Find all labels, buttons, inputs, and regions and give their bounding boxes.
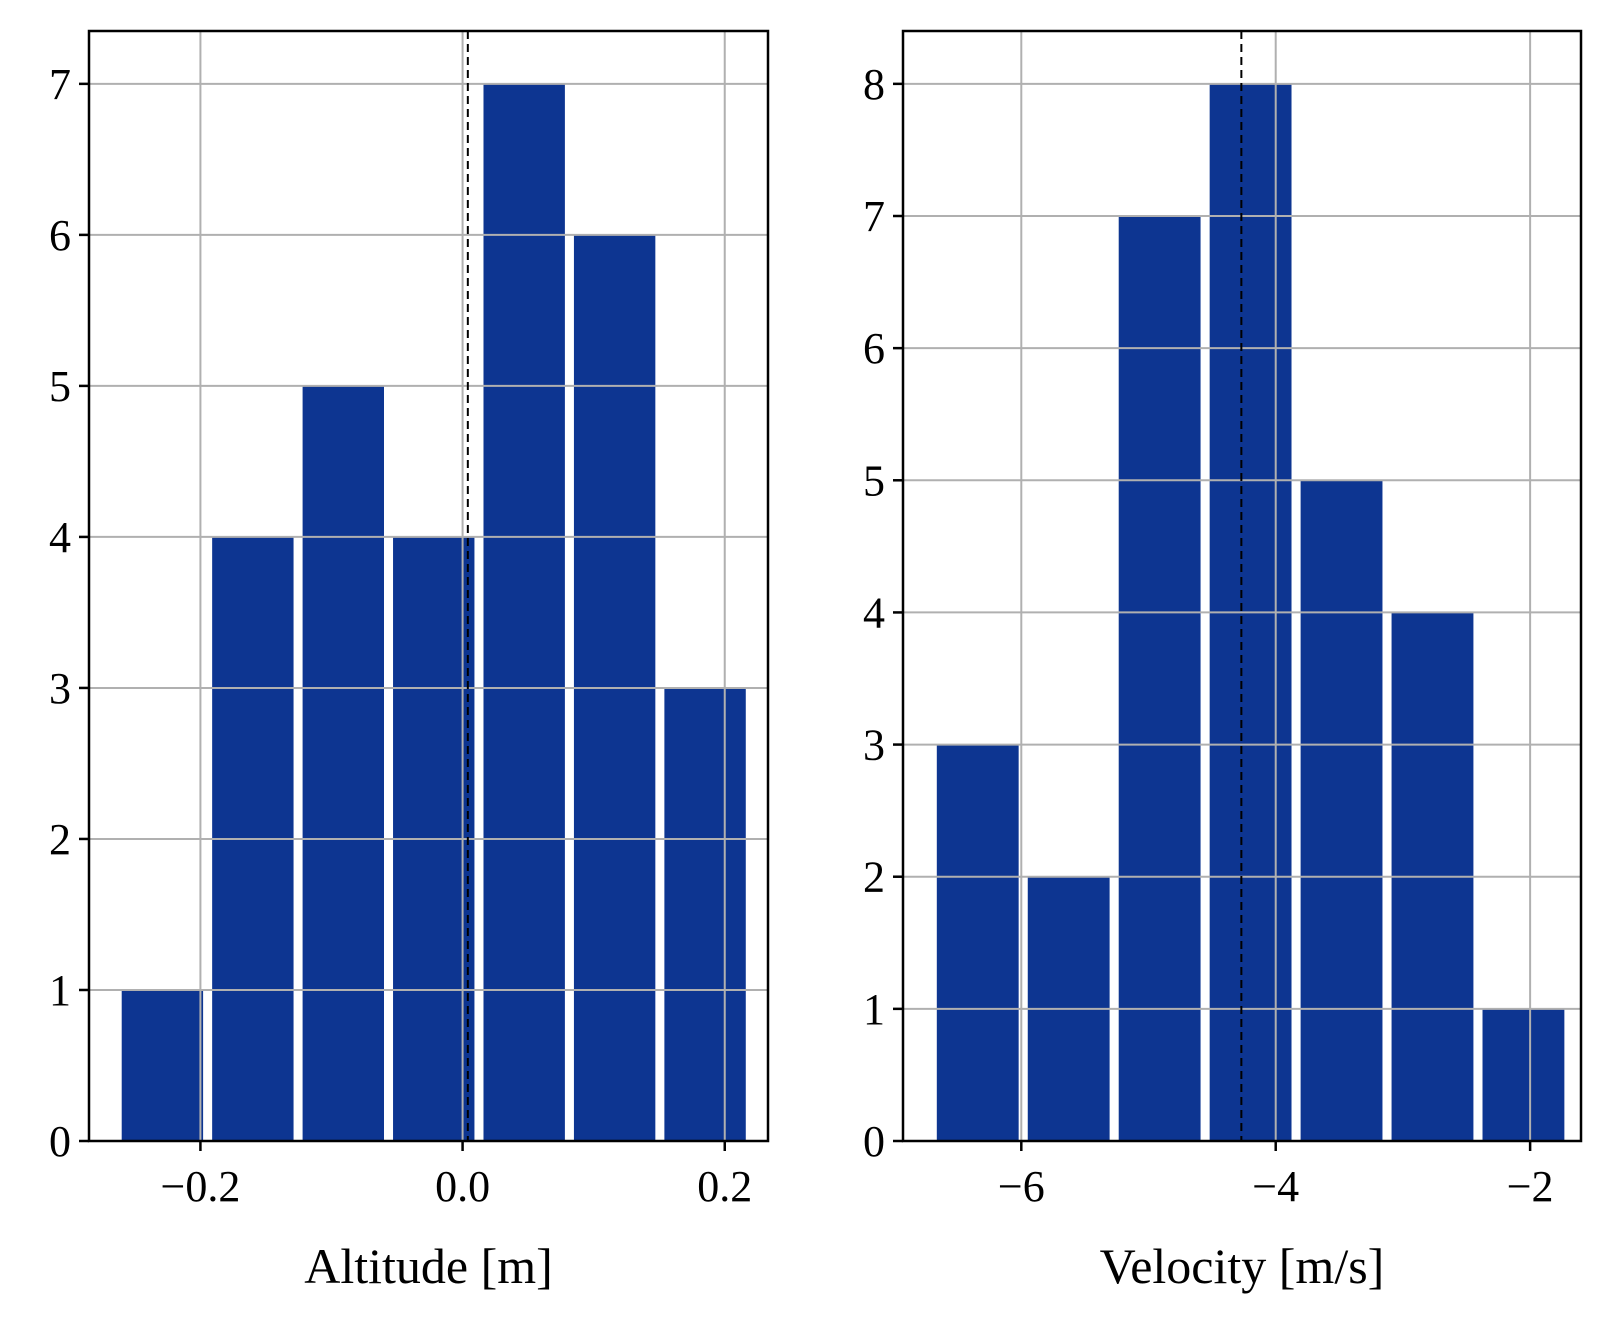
- altitude-ytick-label: 5: [49, 362, 71, 411]
- altitude-ytick-label: 3: [49, 664, 71, 713]
- velocity-plot-frame: [901, 29, 1583, 1143]
- altitude-bar: [302, 385, 384, 1141]
- velocity-bar: [1300, 480, 1383, 1141]
- velocity-ytick-label: 8: [863, 60, 885, 109]
- velocity-ytick-label: 7: [863, 192, 885, 241]
- velocity-xtick-label: −2: [1507, 1162, 1554, 1211]
- velocity-bar: [1118, 216, 1201, 1141]
- velocity-ytick-label: 2: [863, 853, 885, 902]
- altitude-ytick-label: 1: [49, 966, 71, 1015]
- altitude-ytick-label: 4: [49, 513, 71, 562]
- velocity-x-axis-label: Velocity [m/s]: [1100, 1238, 1385, 1294]
- altitude-ytick-label: 0: [49, 1117, 71, 1166]
- velocity-histogram-panel: 0 1 2 3 4 5 6 7 8 −6 −4 −2 Velocity [m/s]: [863, 29, 1583, 1294]
- altitude-x-axis-label: Altitude [m]: [304, 1238, 553, 1294]
- altitude-bar: [483, 83, 565, 1141]
- altitude-histogram-panel: 0 1 2 3 4 5 6 7 −0.2 0.0 0.2 Altitude [m]: [49, 29, 770, 1294]
- altitude-bar: [121, 989, 204, 1141]
- altitude-xtick-label: −0.2: [161, 1162, 241, 1211]
- velocity-ytick-label: 3: [863, 721, 885, 770]
- velocity-bar: [1482, 1008, 1565, 1141]
- altitude-ytick-label: 6: [49, 211, 71, 260]
- altitude-xtick-label: 0.2: [697, 1162, 752, 1211]
- velocity-xtick-label: −6: [998, 1162, 1045, 1211]
- velocity-ytick-label: 5: [863, 456, 885, 505]
- velocity-ytick-label: 6: [863, 324, 885, 373]
- velocity-bar: [936, 744, 1019, 1141]
- altitude-xtick-label: 0.0: [435, 1162, 490, 1211]
- altitude-plot-frame: [87, 29, 770, 1143]
- altitude-bar: [664, 687, 746, 1141]
- altitude-ytick-label: 2: [49, 815, 71, 864]
- velocity-ytick-label: 1: [863, 985, 885, 1034]
- altitude-ytick-label: 7: [49, 60, 71, 109]
- velocity-ytick-label: 4: [863, 588, 885, 637]
- velocity-ytick-label: 0: [863, 1117, 885, 1166]
- velocity-xtick-label: −4: [1252, 1162, 1299, 1211]
